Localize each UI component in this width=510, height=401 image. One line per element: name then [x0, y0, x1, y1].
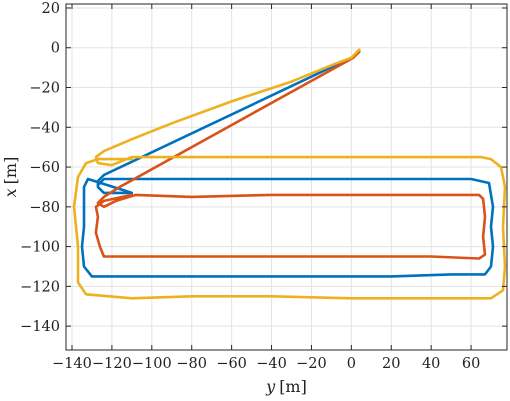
series-lines — [72, 48, 507, 300]
series-line-2 — [94, 50, 487, 260]
series-line-1 — [80, 52, 495, 278]
x-tick-label: −140 — [52, 356, 92, 372]
x-tick-label: −40 — [256, 356, 287, 372]
y-axis-label-variable: x — [1, 188, 20, 197]
y-tick-label: −100 — [20, 240, 60, 256]
x-tick-labels: −140 −120 −100 −80 −60 −40 −20 0 20 40 60 — [52, 356, 480, 372]
y-tick-label: −80 — [29, 200, 60, 216]
axis-ticks — [66, 4, 507, 350]
y-axis-label-unit: [m] — [1, 157, 20, 185]
x-tick-label: −100 — [132, 356, 172, 372]
x-tick-label: −80 — [176, 356, 207, 372]
axes-frame — [65, 3, 508, 351]
x-tick-label: 0 — [347, 356, 356, 372]
y-axis-label: x [m] — [1, 157, 20, 198]
y-tick-label: −140 — [20, 319, 60, 335]
x-tick-label: 40 — [422, 356, 440, 372]
x-axis-label-unit: [m] — [279, 377, 307, 396]
x-tick-label: −120 — [92, 356, 132, 372]
y-tick-label: −40 — [29, 120, 60, 136]
y-tick-label: 0 — [51, 41, 60, 57]
y-tick-label: −60 — [29, 160, 60, 176]
x-tick-label: 60 — [462, 356, 480, 372]
x-axis-label: y [m] — [265, 377, 307, 396]
y-tick-labels: 20 0 −20 −40 −60 −80 −100 −120 −140 — [20, 1, 60, 335]
series-line-3 — [72, 48, 507, 300]
x-axis-label-variable: y — [265, 377, 276, 396]
x-tick-label: −20 — [296, 356, 327, 372]
y-tick-label: 20 — [42, 1, 60, 17]
x-tick-label: 20 — [382, 356, 400, 372]
x-tick-label: −60 — [216, 356, 247, 372]
y-tick-label: −120 — [20, 279, 60, 295]
y-tick-label: −20 — [29, 81, 60, 97]
